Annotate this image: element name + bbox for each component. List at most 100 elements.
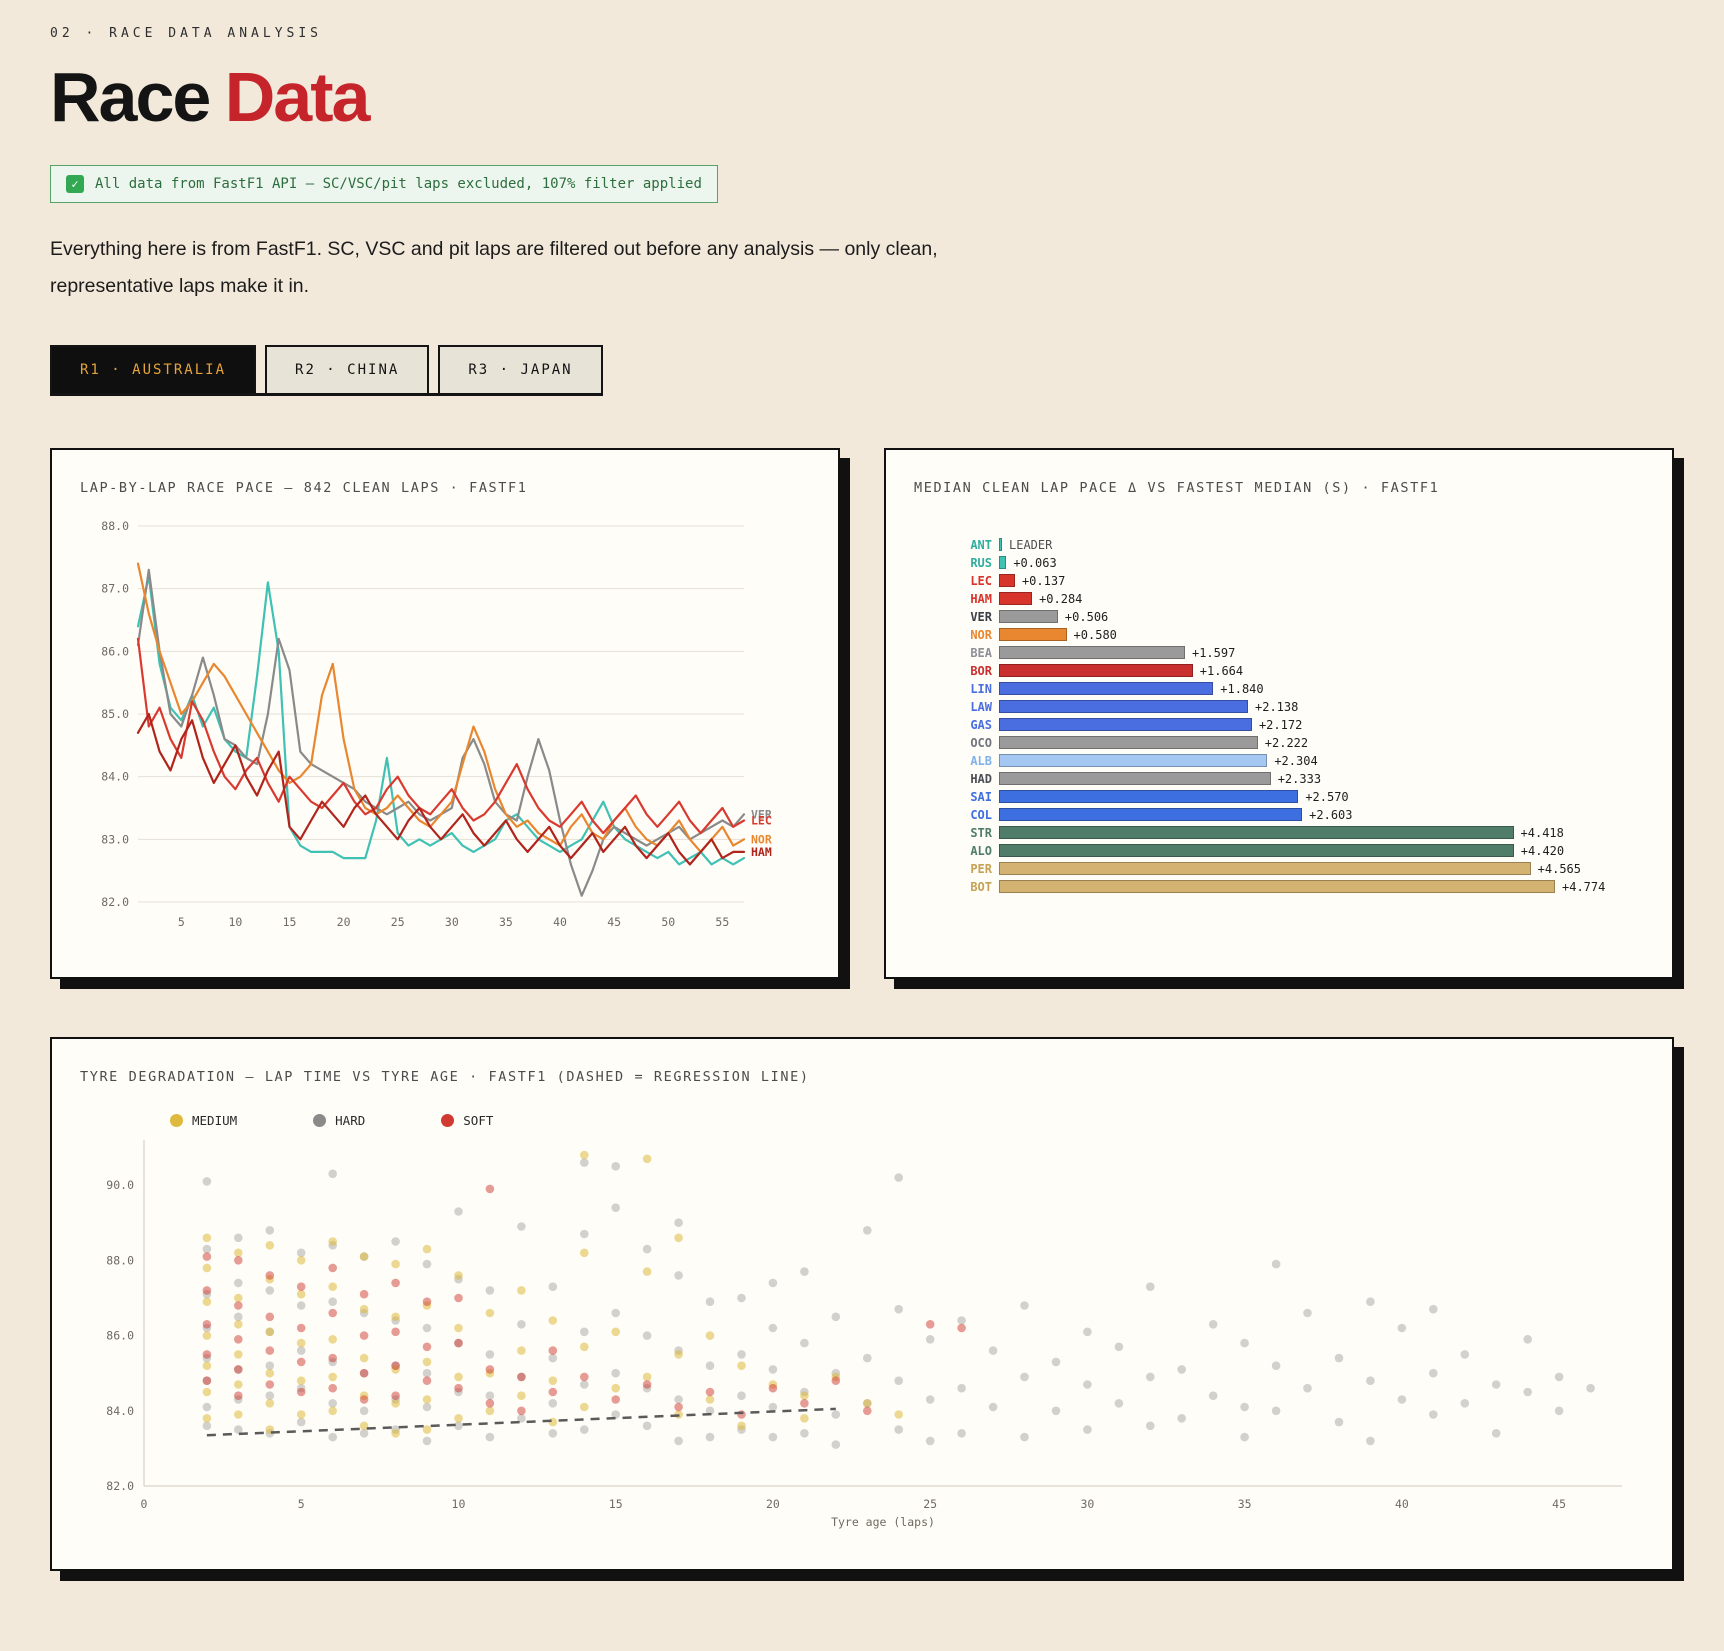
line-label-ver: VER [751,807,772,821]
legend-medium: MEDIUM [170,1113,237,1128]
median-delta-panel: MEDIAN CLEAN LAP PACE Δ VS FASTEST MEDIA… [884,447,1674,979]
legend-soft: SOFT [441,1113,493,1128]
svg-text:20: 20 [766,1497,780,1511]
tab-r2-china[interactable]: R2 · CHINA [265,344,430,393]
line-label-lec: LEC [751,813,772,827]
svg-text:25: 25 [391,915,405,929]
delta-value: +2.603 [1309,807,1353,822]
delta-bar [999,754,1268,768]
delta-bar [999,790,1299,804]
delta-bar [999,826,1514,840]
x-axis-label: Tyre age (laps) [831,1515,935,1529]
tab-r1-australia[interactable]: R1 · AUSTRALIA [50,344,257,393]
driver-code: ALB [970,753,992,768]
delta-bar [999,610,1058,624]
section-eyebrow: 02 · RACE DATA ANALYSIS [50,26,323,41]
regression-line [206,1407,836,1437]
delta-bar [999,574,1015,588]
driver-code: HAD [970,771,992,786]
bar-row-ant: ANT LEADER [956,536,1644,554]
driver-code: LIN [970,681,992,696]
svg-text:40: 40 [553,915,567,929]
svg-text:88.0: 88.0 [101,519,129,533]
svg-text:0: 0 [141,1497,148,1511]
driver-code: RUS [970,555,992,570]
delta-bar [999,772,1271,786]
legend-label: SOFT [463,1112,494,1128]
series-lec [136,637,746,834]
tyre-degradation-svg: 82.0 84.0 86.0 88.0 90.0 0 5 10 15 20 25 30 35 40 45 Ty… [106,1139,1622,1529]
driver-code: ANT [970,537,992,552]
bar-row-gas: GAS +2.172 [956,716,1644,734]
svg-text:20: 20 [337,915,351,929]
delta-bar [999,646,1185,660]
tyre-compound-legend: MEDIUM HARD SOFT [170,1113,1644,1128]
bar-row-lec: LEC +0.137 [956,572,1644,590]
lap-pace-panel: LAP-BY-LAP RACE PACE — 842 CLEAN LAPS · … [50,447,840,979]
bar-row-law: LAW +2.138 [956,698,1644,716]
svg-text:83.0: 83.0 [101,832,129,846]
svg-text:86.0: 86.0 [101,644,129,658]
delta-bar [999,844,1514,858]
svg-text:15: 15 [283,915,297,929]
bar-row-col: COL +2.603 [956,806,1644,824]
delta-bar [999,862,1531,876]
bar-row-alb: ALB +2.304 [956,752,1644,770]
line-label-ham: HAM [751,844,772,858]
bar-row-rus: RUS +0.063 [956,554,1644,572]
lap-pace-chart: 88.0 87.0 86.0 85.0 84.0 83.0 82.0 5 10 15 20 25 30 3… [80,510,810,947]
banner-text: All data from FastF1 API — SC/VSC/pit la… [95,175,702,192]
median-delta-title: MEDIAN CLEAN LAP PACE Δ VS FASTEST MEDIA… [914,479,1440,496]
delta-bar [999,628,1067,642]
svg-text:40: 40 [1395,1497,1409,1511]
delta-bar [999,808,1303,822]
delta-value: +0.506 [1064,609,1109,624]
driver-code: LEC [970,573,992,588]
driver-code: HAM [970,591,992,606]
driver-code: PER [970,861,992,876]
svg-text:5: 5 [178,915,185,929]
driver-code: LAW [970,699,992,714]
svg-text:45: 45 [607,915,621,929]
legend-label: HARD [335,1112,366,1128]
page-title: Race Data [50,58,1674,136]
soft-dot-icon [441,1113,455,1127]
lap-pace-svg: 88.0 87.0 86.0 85.0 84.0 83.0 82.0 5 10 15 20 25 30 3… [101,519,772,929]
delta-value: +2.222 [1264,735,1309,750]
driver-code: BEA [970,645,992,660]
driver-code: GAS [970,717,992,732]
title-word-data: Data [224,58,371,136]
tyre-degradation-title: TYRE DEGRADATION — LAP TIME VS TYRE AGE … [80,1068,810,1085]
delta-value: +4.418 [1520,825,1564,840]
svg-text:35: 35 [499,915,513,929]
bar-row-sai: SAI +2.570 [956,788,1644,806]
bar-row-had: HAD +2.333 [956,770,1644,788]
delta-bar [999,718,1252,732]
delta-bar [999,736,1258,750]
bar-row-bor: BOR +1.664 [956,662,1644,680]
delta-value: +4.774 [1562,879,1606,894]
delta-bar [999,538,1002,552]
svg-text:88.0: 88.0 [106,1253,134,1267]
delta-value: +2.570 [1305,789,1349,804]
svg-text:86.0: 86.0 [106,1328,134,1342]
title-word-race: Race [50,58,211,136]
driver-code: COL [970,807,992,822]
delta-value: LEADER [1009,537,1053,552]
bar-row-bot: BOT +4.774 [956,878,1644,896]
tab-r3-japan[interactable]: R3 · JAPAN [438,344,603,393]
check-icon: ✓ [66,174,84,193]
driver-code: VER [970,609,992,624]
svg-text:50: 50 [661,915,675,929]
driver-code: ALO [970,843,992,858]
delta-bar [999,682,1214,696]
race-tabs: R1 · AUSTRALIA R2 · CHINA R3 · JAPAN [50,344,603,396]
delta-value: +2.138 [1255,699,1299,714]
driver-code: SAI [970,789,992,804]
driver-code: NOR [970,627,992,642]
medium-dot-icon [170,1113,183,1127]
svg-text:35: 35 [1238,1497,1252,1511]
line-label-nor: NOR [751,832,772,846]
svg-text:87.0: 87.0 [101,581,129,595]
data-quality-banner: ✓ All data from FastF1 API — SC/VSC/pit … [50,164,718,203]
